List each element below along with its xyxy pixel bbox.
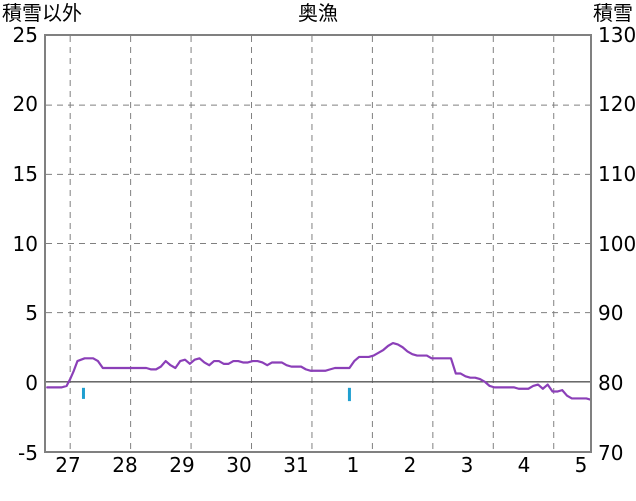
right-axis-title: 積雪	[593, 1, 633, 25]
y-tick-left-6: -5	[18, 441, 38, 465]
x-tick-2: 29	[169, 453, 195, 477]
y-tick-left-4: 5	[25, 301, 38, 325]
x-tick-8: 4	[517, 453, 531, 477]
y-tick-left-3: 10	[12, 232, 38, 256]
y-tick-right-0: 130	[598, 23, 636, 47]
left-axis-title: 積雪以外	[2, 1, 82, 25]
x-tick-5: 1	[346, 453, 360, 477]
plot-area	[44, 34, 592, 453]
x-tick-4: 31	[283, 453, 309, 477]
y-tick-right-2: 110	[598, 162, 636, 186]
y-tick-left-0: 25	[12, 23, 38, 47]
plot-svg	[46, 36, 590, 451]
x-tick-9: 5	[574, 453, 588, 477]
y-tick-left-1: 20	[12, 92, 38, 116]
y-tick-right-3: 100	[598, 232, 636, 256]
y-tick-left-2: 15	[12, 162, 38, 186]
y-tick-right-5: 80	[598, 371, 624, 395]
chart-title: 奥漁	[298, 1, 338, 25]
y-tick-right-1: 120	[598, 92, 636, 116]
x-tick-1: 28	[112, 453, 138, 477]
x-tick-0: 27	[55, 453, 81, 477]
x-tick-3: 30	[226, 453, 252, 477]
y-tick-left-5: 0	[25, 371, 38, 395]
y-tick-right-4: 90	[598, 301, 624, 325]
x-tick-7: 3	[460, 453, 474, 477]
x-tick-6: 2	[403, 453, 417, 477]
y-tick-right-6: 70	[598, 441, 624, 465]
